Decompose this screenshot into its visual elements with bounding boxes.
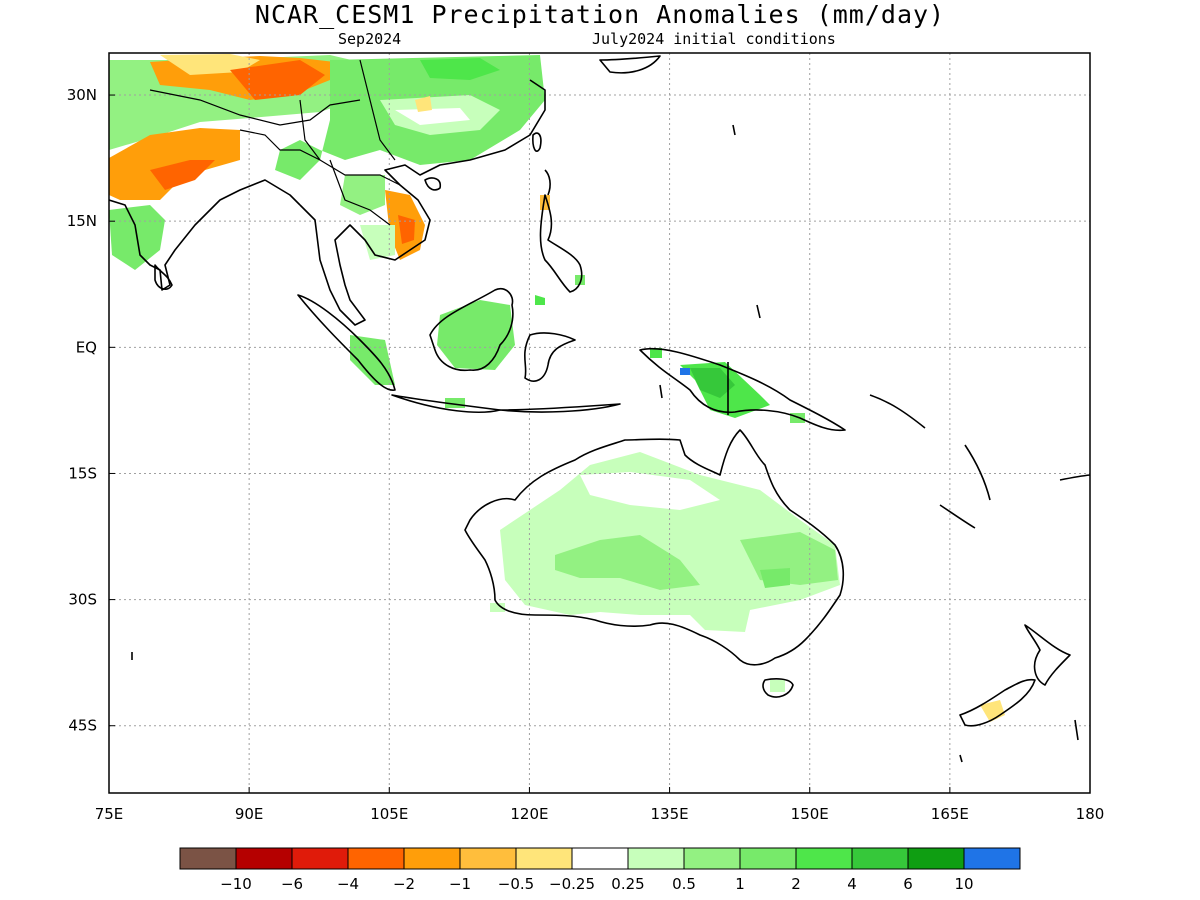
colorbar-swatch: [963, 847, 1021, 870]
colorbar-swatch: [851, 847, 909, 870]
colorbar-swatch: [683, 847, 741, 870]
latitude-tick-labels: 30N 15N EQ 15S 30S 45S: [67, 86, 115, 735]
colorbar-tick-label: 10: [954, 875, 973, 893]
initial-conditions: July2024 initial conditions: [592, 30, 836, 48]
forecast-month: Sep2024: [338, 30, 402, 48]
colorbar-tick-label: 4: [847, 875, 857, 893]
lat-tick-label: 15S: [68, 464, 97, 482]
lat-tick-label: 15N: [67, 212, 97, 230]
lon-tick-label: 90E: [235, 805, 264, 823]
colorbar-swatch: [235, 847, 293, 870]
colorbar-swatch: [627, 847, 685, 870]
lon-tick-label: 75E: [95, 805, 124, 823]
colorbar-tick-label: −1: [449, 875, 471, 893]
colorbar-tick-label: 6: [903, 875, 913, 893]
lat-tick-label: 30S: [68, 591, 97, 609]
colorbar-swatch: [739, 847, 797, 870]
lon-tick-label: 165E: [931, 805, 969, 823]
colorbar: [179, 847, 1021, 870]
lat-tick-label: 30N: [67, 86, 97, 104]
colorbar-tick-label: −0.5: [498, 875, 534, 893]
colorbar-labels: −10 −6 −4 −2 −1 −0.5 −0.25 0.25 0.5 1 2 4 6 10: [220, 875, 973, 893]
colorbar-swatch: [571, 847, 629, 870]
colorbar-tick-label: −0.25: [549, 875, 595, 893]
lat-tick-label: 45S: [68, 717, 97, 735]
lat-tick-label: EQ: [76, 338, 97, 356]
colorbar-tick-label: 2: [791, 875, 801, 893]
lon-tick-label: 105E: [370, 805, 408, 823]
map-gridlines: [109, 53, 1090, 793]
coastlines: [109, 55, 1090, 763]
colorbar-tick-label: 0.5: [672, 875, 696, 893]
colorbar-tick-label: −10: [220, 875, 252, 893]
longitude-tick-labels: 75E 90E 105E 120E 135E 150E 165E 180: [95, 787, 1105, 823]
colorbar-swatch: [403, 847, 461, 870]
anomaly-shading: [109, 54, 1005, 722]
colorbar-swatch: [907, 847, 965, 870]
colorbar-tick-label: −2: [393, 875, 415, 893]
colorbar-tick-label: −4: [337, 875, 359, 893]
colorbar-swatch: [459, 847, 517, 870]
map-frame: [108, 52, 1091, 794]
colorbar-swatch: [291, 847, 349, 870]
lon-tick-label: 180: [1076, 805, 1105, 823]
colorbar-swatch: [795, 847, 853, 870]
colorbar-swatch: [347, 847, 405, 870]
colorbar-tick-label: −6: [281, 875, 303, 893]
colorbar-tick-label: 1: [735, 875, 745, 893]
lon-tick-label: 150E: [791, 805, 829, 823]
lon-tick-label: 135E: [651, 805, 689, 823]
colorbar-swatch: [515, 847, 573, 870]
country-borders: [149, 59, 401, 226]
colorbar-tick-label: 0.25: [611, 875, 644, 893]
chart-title: NCAR_CESM1 Precipitation Anomalies (mm/d…: [254, 0, 946, 29]
colorbar-swatch: [179, 847, 237, 870]
lon-tick-label: 120E: [510, 805, 548, 823]
